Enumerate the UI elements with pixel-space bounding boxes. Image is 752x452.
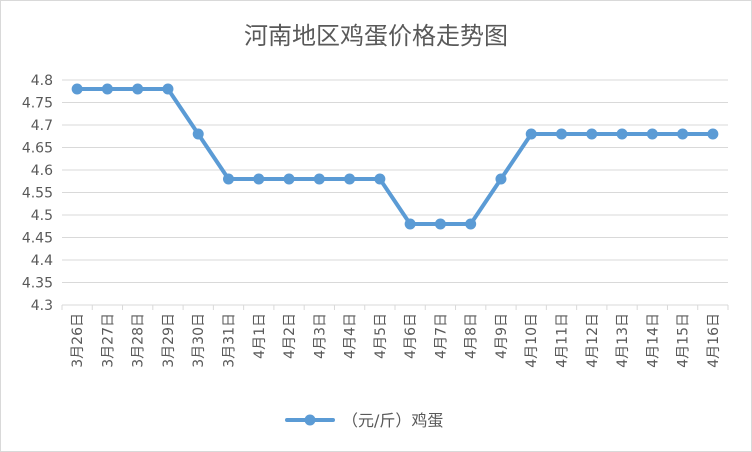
y-tick-label: 4.6	[31, 163, 53, 179]
x-tick-label: 3月26日	[70, 313, 86, 368]
data-point	[132, 83, 144, 95]
data-point	[162, 83, 174, 95]
data-point	[101, 83, 113, 95]
data-point	[404, 218, 416, 230]
data-point	[707, 128, 719, 140]
data-point	[283, 173, 295, 185]
x-tick-label: 4月15日	[676, 313, 692, 368]
data-point	[344, 173, 356, 185]
data-point	[677, 128, 689, 140]
x-tick-label: 4月3日	[312, 313, 328, 359]
data-point	[223, 173, 234, 185]
data-point	[253, 173, 265, 185]
data-point	[556, 128, 567, 140]
x-tick-label: 4月4日	[343, 313, 359, 359]
legend-marker	[304, 414, 316, 426]
x-tick-label: 3月30日	[191, 313, 207, 368]
x-tick-label: 4月1日	[252, 313, 268, 359]
x-tick-label: 4月10日	[524, 313, 540, 368]
legend-label: （元/斤）鸡蛋	[342, 411, 443, 430]
x-tick-label: 4月14日	[645, 313, 661, 368]
x-tick-label: 4月12日	[585, 313, 601, 368]
y-tick-label: 4.75	[22, 96, 53, 112]
x-tick-label: 3月28日	[131, 313, 147, 368]
x-tick-label: 3月27日	[100, 313, 116, 368]
y-tick-label: 4.7	[31, 118, 53, 134]
x-tick-label: 4月6日	[403, 313, 419, 359]
y-tick-label: 4.65	[22, 141, 53, 157]
data-point	[434, 218, 446, 230]
data-point	[616, 128, 628, 140]
y-tick-label: 4.3	[31, 298, 53, 314]
x-tick-label: 4月16日	[706, 313, 722, 368]
chart-title: 河南地区鸡蛋价格走势图	[244, 22, 508, 50]
data-point	[646, 128, 658, 140]
y-tick-label: 4.55	[22, 186, 53, 202]
data-point	[192, 128, 204, 140]
data-point	[465, 218, 477, 230]
x-tick-label: 4月2日	[282, 313, 298, 359]
data-point	[525, 128, 537, 140]
x-tick-label: 4月5日	[373, 313, 389, 359]
x-tick-label: 4月11日	[555, 313, 571, 368]
x-tick-label: 4月9日	[494, 313, 510, 359]
data-point	[313, 173, 325, 185]
x-tick-label: 4月13日	[615, 313, 631, 368]
x-tick-label: 4月8日	[464, 313, 480, 359]
y-tick-label: 4.5	[31, 208, 53, 224]
y-tick-label: 4.35	[22, 276, 53, 292]
series-line	[75, 87, 715, 226]
y-tick-label: 4.8	[31, 73, 53, 89]
y-tick-label: 4.4	[31, 253, 53, 269]
x-tick-label: 3月29日	[161, 313, 177, 368]
x-tick-label: 4月7日	[433, 313, 449, 359]
y-tick-label: 4.45	[22, 231, 53, 247]
data-point	[495, 173, 507, 185]
x-tick-label: 3月31日	[222, 313, 238, 368]
data-point	[71, 83, 83, 95]
data-point	[586, 128, 598, 140]
data-point	[374, 173, 386, 185]
